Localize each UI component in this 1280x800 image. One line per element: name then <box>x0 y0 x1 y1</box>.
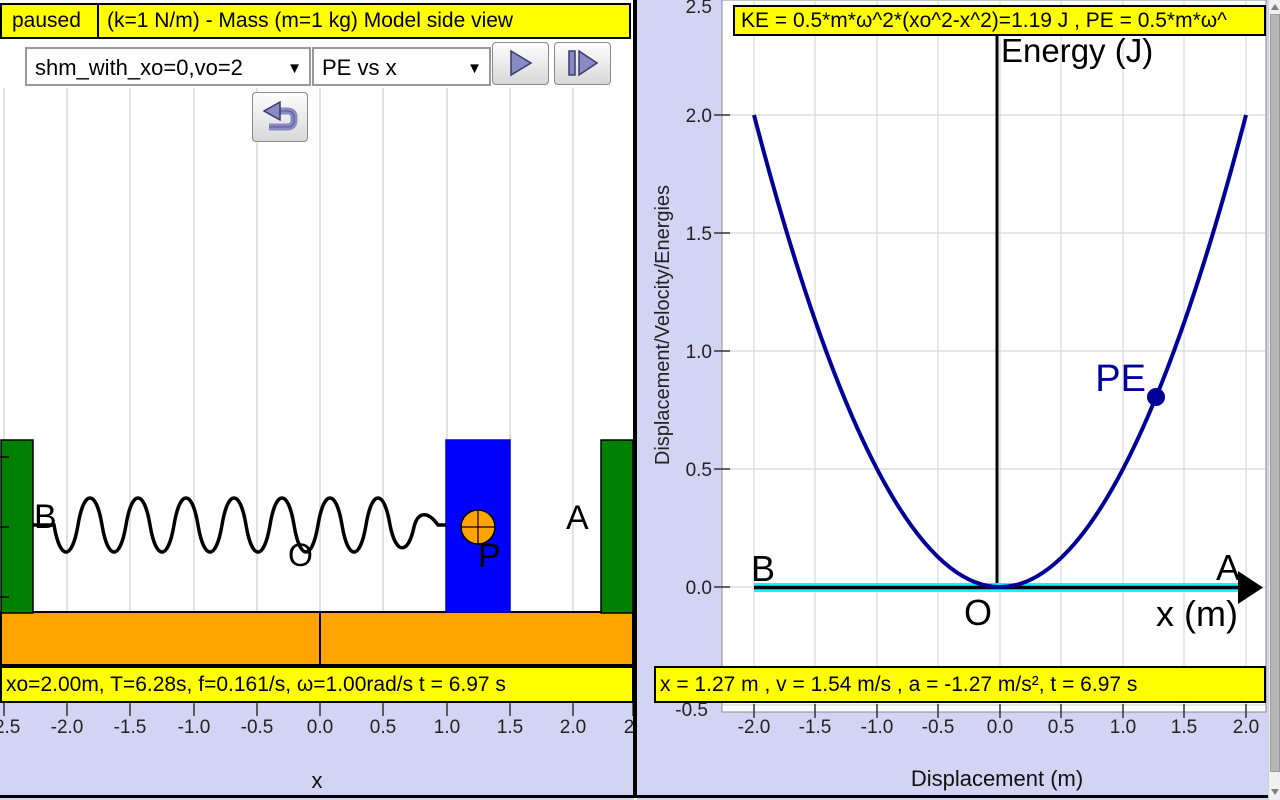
chevron-down-icon: ▼ <box>287 60 302 77</box>
svg-text:1.0: 1.0 <box>434 717 460 738</box>
wall-right-label: A <box>566 499 589 537</box>
left-x-axis-label: x <box>311 768 323 793</box>
x-axis-tick-labels: -2.5 -2.0 -1.5 -1.0 -0.5 0.0 0.5 1.0 1.5… <box>0 717 634 738</box>
step-forward-icon <box>568 49 599 77</box>
chart-x-ticks <box>753 704 1247 718</box>
chart-canvas: Energy (J) PE B A O x (m) 2.5 2.0 1.5 1.… <box>675 0 1267 738</box>
left-status-bar: xo=2.00m, T=6.28s, f=0.161/s, ω=1.00rad/… <box>0 666 634 703</box>
chart-a-label: A <box>1216 547 1240 588</box>
scrollbar-down-icon[interactable] <box>1271 789 1279 795</box>
model-select-value: shm_with_xo=0,vo=2 <box>35 55 243 80</box>
chart-y-ticks <box>714 114 730 588</box>
scrollbar-up-icon[interactable] <box>1271 4 1279 10</box>
svg-text:1.5: 1.5 <box>686 224 712 245</box>
floor <box>0 611 634 666</box>
pe-point[interactable] <box>1147 388 1165 406</box>
svg-text:2.5: 2.5 <box>624 717 634 738</box>
svg-text:2.0: 2.0 <box>686 106 712 127</box>
vertical-scrollbar[interactable] <box>1268 0 1280 800</box>
spring <box>33 496 446 554</box>
right-status-bar: x = 1.27 m , v = 1.54 m/s , a = -1.27 m/… <box>654 666 1266 703</box>
mass-label: P <box>478 537 501 575</box>
model-canvas: B O A P -2.5 -2.0 -1.5 -1.0 -0.5 0.0 0.5 <box>0 88 634 738</box>
wall-right <box>600 439 634 614</box>
toolbar: shm_with_xo=0,vo=2 ▼ PE vs x ▼ <box>0 39 634 88</box>
particle-marker[interactable] <box>460 509 496 545</box>
left-axis-area <box>0 703 634 800</box>
chart-title: Energy (J) <box>1001 32 1153 69</box>
svg-text:0.5: 0.5 <box>686 460 712 481</box>
svg-text:2.0: 2.0 <box>560 717 586 738</box>
svg-text:2.0: 2.0 <box>1233 717 1259 738</box>
energy-chart-panel: Energy (J) PE B A O x (m) 2.5 2.0 1.5 1.… <box>637 0 1268 800</box>
chart-b-label: B <box>751 548 775 589</box>
x-arrow-label: x (m) <box>1156 593 1238 634</box>
svg-text:-2.0: -2.0 <box>51 717 84 738</box>
svg-text:1.0: 1.0 <box>686 342 712 363</box>
svg-text:0.0: 0.0 <box>686 578 712 599</box>
svg-text:-1.5: -1.5 <box>799 717 832 738</box>
svg-text:0.5: 0.5 <box>370 717 396 738</box>
chart-x-tick-labels: -2.0 -1.5 -1.0 -0.5 0.0 0.5 1.0 1.5 2.0 <box>738 717 1260 738</box>
chart-y-tick-labels: 2.5 2.0 1.5 1.0 0.5 0.0 -0.5 <box>675 0 712 721</box>
reset-icon <box>262 100 298 131</box>
step-button[interactable] <box>554 42 611 85</box>
svg-text:-0.5: -0.5 <box>675 700 708 721</box>
chart-o-label: O <box>964 592 992 633</box>
play-button[interactable] <box>492 42 549 85</box>
svg-text:-1.0: -1.0 <box>178 717 211 738</box>
wall-left-label: B <box>34 498 57 536</box>
scrollbar-thumb[interactable] <box>1270 14 1280 772</box>
model-select-dropdown[interactable]: shm_with_xo=0,vo=2 ▼ <box>25 47 311 86</box>
reset-button[interactable] <box>252 92 308 142</box>
model-view-panel: B O A P -2.5 -2.0 -1.5 -1.0 -0.5 0.0 0.5 <box>0 0 634 800</box>
svg-text:0.5: 0.5 <box>1048 717 1074 738</box>
chart-x-axis-label: Displacement (m) <box>910 766 1084 791</box>
chart-gridlines <box>723 1 1265 711</box>
pe-point-label: PE <box>1095 358 1146 400</box>
plot-area <box>721 0 1267 713</box>
panel-divider <box>633 0 637 798</box>
left-title-bar: paused (k=1 N/m) - Mass (m=1 kg) Model s… <box>0 3 631 39</box>
chevron-down-icon: ▼ <box>467 60 482 77</box>
x-axis-ticks <box>3 703 634 716</box>
svg-text:-1.5: -1.5 <box>114 717 147 738</box>
svg-text:0.0: 0.0 <box>987 717 1013 738</box>
svg-text:1.5: 1.5 <box>497 717 523 738</box>
svg-text:0.0: 0.0 <box>307 717 333 738</box>
bottom-border <box>0 795 1268 798</box>
svg-text:-0.5: -0.5 <box>241 717 274 738</box>
origin-label: O <box>288 537 313 573</box>
x-axis-arrow-icon <box>1238 571 1263 604</box>
svg-text:2.5: 2.5 <box>686 0 712 18</box>
svg-text:1.5: 1.5 <box>1171 717 1197 738</box>
model-title: (k=1 N/m) - Mass (m=1 kg) Model side vie… <box>107 9 514 32</box>
plot-select-dropdown[interactable]: PE vs x ▼ <box>312 47 491 86</box>
svg-text:-1.0: -1.0 <box>861 717 894 738</box>
plot-select-value: PE vs x <box>322 55 397 80</box>
svg-text:-0.5: -0.5 <box>922 717 955 738</box>
chart-y-axis-label: Displacement/Velocity/Energies <box>652 184 674 466</box>
model-gridlines <box>3 88 574 612</box>
play-icon <box>510 49 533 77</box>
svg-text:-2.5: -2.5 <box>0 717 20 738</box>
svg-text:-2.0: -2.0 <box>738 717 771 738</box>
model-y-ticks <box>0 456 9 598</box>
energy-info-bar: KE = 0.5*m*ω^2*(xo^2-x^2)=1.19 J , PE = … <box>733 5 1266 36</box>
svg-text:1.0: 1.0 <box>1110 717 1136 738</box>
sim-state-badge: paused <box>2 5 99 37</box>
pe-curve <box>752 114 1248 589</box>
